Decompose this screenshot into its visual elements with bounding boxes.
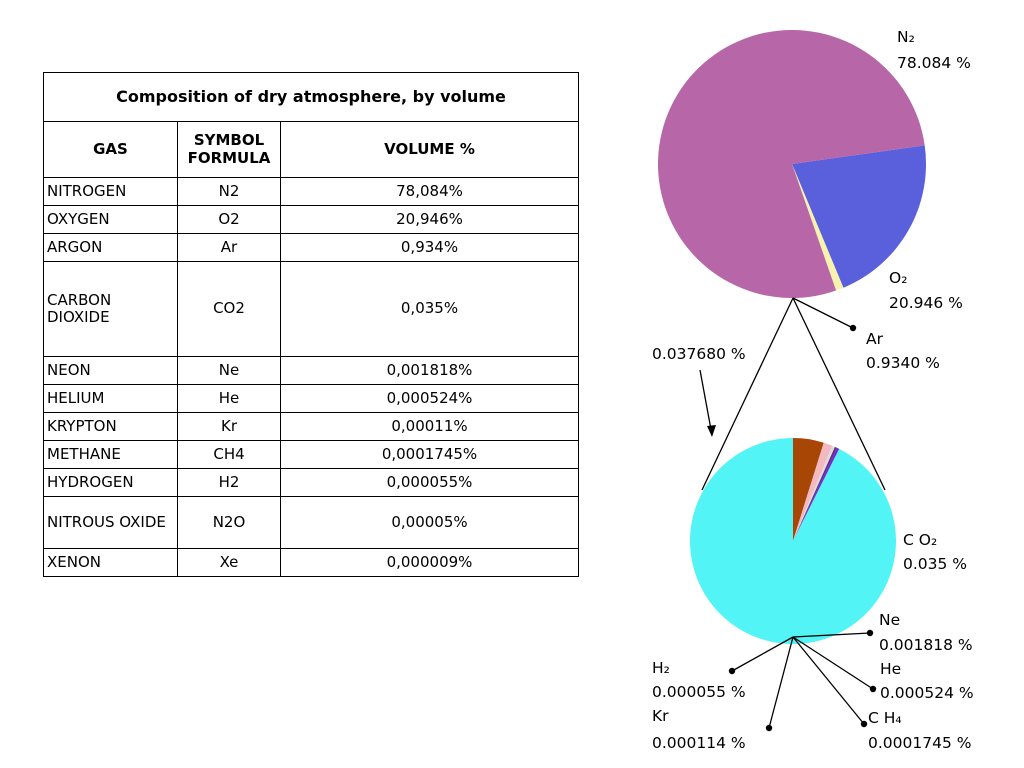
label-ch4: C H₄	[868, 709, 902, 727]
table-row: METHANE CH4 0,0001745%	[43, 440, 579, 469]
leader-dot-he	[869, 685, 877, 693]
table-row: XENON Xe 0,000009%	[43, 548, 579, 577]
pie-slice-2	[793, 442, 833, 541]
leader-ch4	[792, 636, 865, 725]
symbol-cell: CO2	[177, 261, 281, 357]
pie-slice-5	[793, 447, 840, 541]
volume-cell: 0,000009%	[280, 548, 579, 577]
value-o2: 20.946 %	[889, 294, 963, 312]
detail-pie-chart	[689, 438, 896, 644]
header-volume: VOLUME %	[280, 121, 579, 178]
label-co2: C O₂	[903, 531, 937, 549]
value-h2: 0.000055 %	[652, 683, 746, 701]
leader-dot-ar	[849, 324, 857, 332]
symbol-cell: CH4	[177, 440, 281, 469]
label-h2: H₂	[652, 659, 670, 677]
table-title: Composition of dry atmosphere, by volume	[43, 72, 579, 122]
gas-cell: HYDROGEN	[43, 468, 178, 497]
pie-slice-1	[792, 145, 926, 288]
table-row: HELIUM He 0,000524%	[43, 384, 579, 413]
volume-cell: 20,946%	[280, 205, 579, 234]
callout-arrow-line	[699, 369, 713, 436]
zoom-connector-lines	[699, 297, 886, 732]
pie-slice-1	[793, 438, 824, 541]
pie-slice-0	[658, 29, 925, 299]
gas-cell: KRYPTON	[43, 412, 178, 441]
leader-ar	[792, 297, 854, 329]
pie-slice-4	[793, 446, 838, 541]
label-he: He	[880, 660, 901, 678]
table-row: NEON Ne 0,001818%	[43, 356, 579, 385]
label-n2: N₂	[897, 28, 915, 46]
leader-he	[792, 636, 874, 690]
value-n2: 78.084 %	[897, 54, 971, 72]
main-pie-chart	[658, 29, 926, 299]
leader-dot-ch4	[860, 720, 868, 728]
volume-cell: 0,035%	[280, 261, 579, 357]
gas-cell: ARGON	[43, 233, 178, 262]
gas-cell: CARBON DIOXIDE	[43, 261, 178, 357]
leader-ne	[792, 632, 871, 638]
table-row: NITROGEN N2 78,084%	[43, 177, 579, 206]
leader-dot-kr	[765, 724, 773, 732]
volume-cell: 0,00011%	[280, 412, 579, 441]
value-ar: 0.9340 %	[866, 354, 940, 372]
gas-cell: OXYGEN	[43, 205, 178, 234]
volume-cell: 78,084%	[280, 177, 579, 206]
leader-dot-ne	[866, 629, 874, 637]
table-row: HYDROGEN H2 0,000055%	[43, 468, 579, 497]
volume-cell: 0,0001745%	[280, 440, 579, 469]
leader-kr	[768, 636, 794, 729]
gas-cell: HELIUM	[43, 384, 178, 413]
pie-slice-2	[792, 164, 844, 291]
table-row: CARBON DIOXIDE CO2 0,035%	[43, 261, 579, 357]
value-ch4: 0.0001745 %	[868, 734, 971, 752]
value-co2: 0.035 %	[903, 555, 967, 573]
leader-dot-h2	[728, 667, 736, 675]
table-row: NITROUS OXIDE N2O 0,00005%	[43, 496, 579, 549]
label-ne: Ne	[879, 611, 900, 629]
symbol-cell: He	[177, 384, 281, 413]
volume-cell: 0,000524%	[280, 384, 579, 413]
value-he: 0.000524 %	[880, 684, 974, 702]
leader-h2	[731, 636, 794, 672]
callout-arrow-head	[707, 425, 716, 437]
pie-slice-3	[793, 445, 835, 541]
pie-slice-0	[689, 438, 896, 644]
volume-cell: 0,00005%	[280, 496, 579, 549]
callout-label: 0.037680 %	[652, 345, 746, 363]
label-kr: Kr	[652, 707, 669, 725]
zoom-line-left	[701, 297, 794, 491]
value-kr: 0.000114 %	[652, 734, 746, 752]
composition-table: Composition of dry atmosphere, by volume…	[43, 72, 579, 577]
zoom-line-right	[792, 297, 886, 491]
gas-cell: XENON	[43, 548, 178, 577]
symbol-cell: Xe	[177, 548, 281, 577]
chart-labels: N₂ 78.084 % O₂ 20.946 % Ar 0.9340 % 0.037680 %…	[652, 28, 974, 752]
value-ne: 0.001818 %	[879, 636, 973, 654]
label-ar: Ar	[866, 330, 884, 348]
header-gas: GAS	[43, 121, 178, 178]
symbol-cell: Ne	[177, 356, 281, 385]
label-o2: O₂	[889, 269, 907, 287]
